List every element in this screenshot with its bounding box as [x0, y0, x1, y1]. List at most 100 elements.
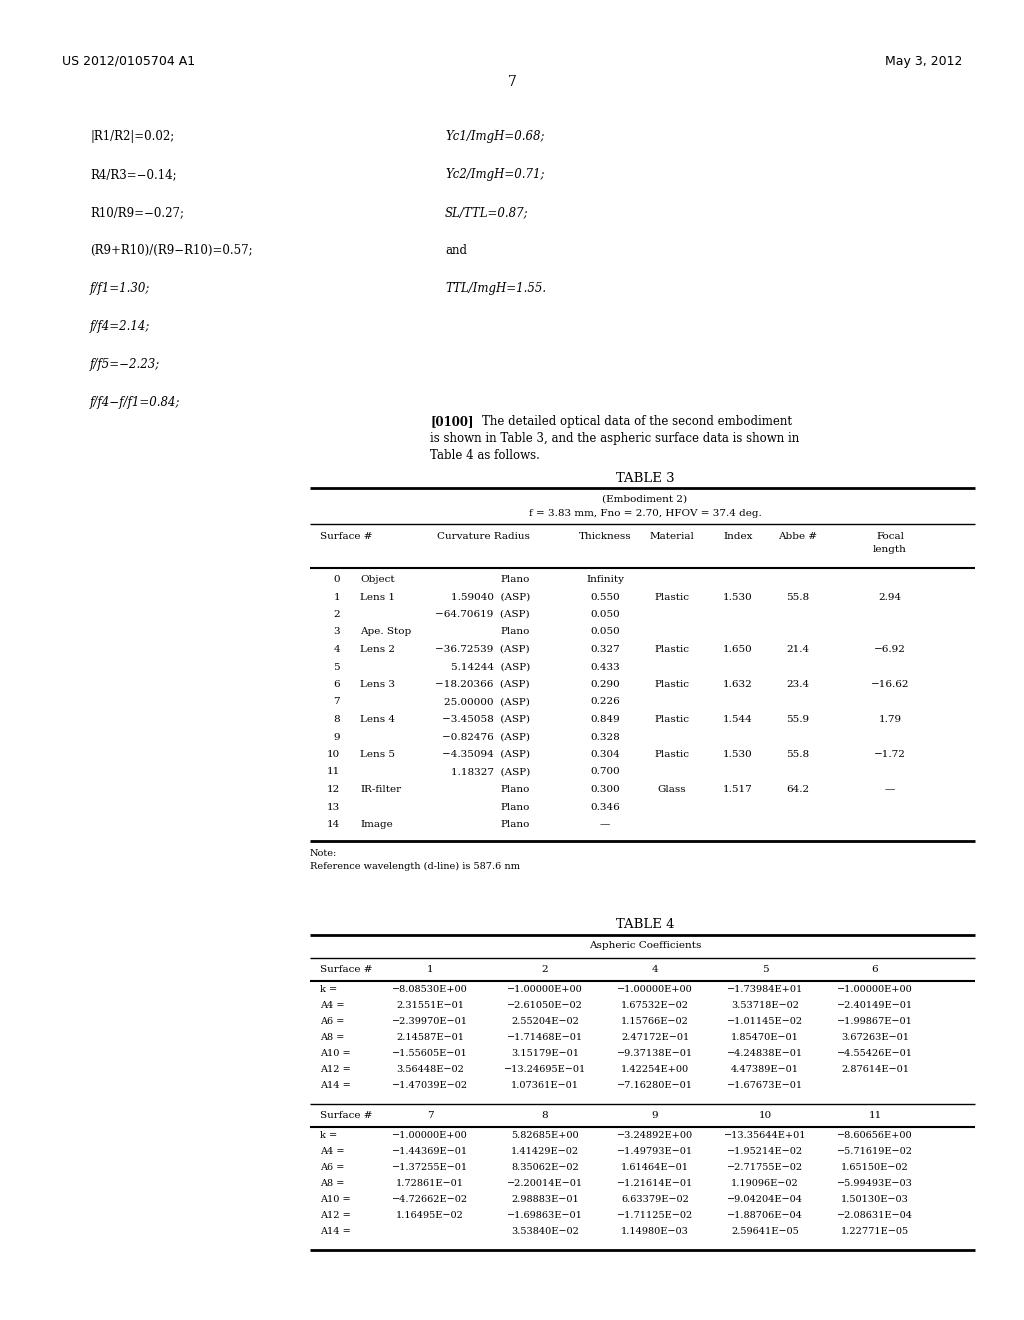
- Text: −8.60656E+00: −8.60656E+00: [838, 1131, 912, 1140]
- Text: 5: 5: [334, 663, 340, 672]
- Text: 1.16495E−02: 1.16495E−02: [396, 1212, 464, 1221]
- Text: 1: 1: [427, 965, 433, 974]
- Text: Plano: Plano: [501, 576, 530, 583]
- Text: 0.346: 0.346: [590, 803, 620, 812]
- Text: 6.63379E−02: 6.63379E−02: [622, 1196, 689, 1204]
- Text: −5.99493E−03: −5.99493E−03: [837, 1180, 913, 1188]
- Text: A10 =: A10 =: [319, 1196, 350, 1204]
- Text: 9: 9: [334, 733, 340, 742]
- Text: −1.67673E−01: −1.67673E−01: [727, 1081, 803, 1090]
- Text: 0.550: 0.550: [590, 593, 620, 602]
- Text: 3.15179E−01: 3.15179E−01: [511, 1049, 579, 1059]
- Text: 6: 6: [871, 965, 879, 974]
- Text: 2.98883E−01: 2.98883E−01: [511, 1196, 579, 1204]
- Text: Yc1/ImgH=0.68;: Yc1/ImgH=0.68;: [445, 129, 545, 143]
- Text: 5.14244  (ASP): 5.14244 (ASP): [451, 663, 530, 672]
- Text: −2.39970E−01: −2.39970E−01: [392, 1018, 468, 1027]
- Text: 55.8: 55.8: [786, 593, 810, 602]
- Text: −13.35644E+01: −13.35644E+01: [724, 1131, 806, 1140]
- Text: 25.00000  (ASP): 25.00000 (ASP): [444, 697, 530, 706]
- Text: 55.9: 55.9: [786, 715, 810, 723]
- Text: Surface #: Surface #: [319, 532, 373, 541]
- Text: 1.18327  (ASP): 1.18327 (ASP): [451, 767, 530, 776]
- Text: A14 =: A14 =: [319, 1081, 351, 1090]
- Text: —: —: [885, 785, 895, 795]
- Text: TTL/ImgH=1.55.: TTL/ImgH=1.55.: [445, 282, 546, 294]
- Text: −2.40149E−01: −2.40149E−01: [837, 1002, 913, 1011]
- Text: 0.304: 0.304: [590, 750, 620, 759]
- Text: −1.99867E−01: −1.99867E−01: [837, 1018, 913, 1027]
- Text: 8: 8: [542, 1110, 548, 1119]
- Text: 1.42254E+00: 1.42254E+00: [621, 1065, 689, 1074]
- Text: 0.050: 0.050: [590, 610, 620, 619]
- Text: 3: 3: [334, 627, 340, 636]
- Text: Abbe #: Abbe #: [778, 532, 817, 541]
- Text: Object: Object: [360, 576, 394, 583]
- Text: 8.35062E−02: 8.35062E−02: [511, 1163, 579, 1172]
- Text: 2.87614E−01: 2.87614E−01: [841, 1065, 909, 1074]
- Text: −7.16280E−01: −7.16280E−01: [617, 1081, 693, 1090]
- Text: Plano: Plano: [501, 627, 530, 636]
- Text: −2.61050E−02: −2.61050E−02: [507, 1002, 583, 1011]
- Text: A6 =: A6 =: [319, 1018, 344, 1027]
- Text: TABLE 4: TABLE 4: [615, 919, 674, 932]
- Text: May 3, 2012: May 3, 2012: [885, 55, 962, 69]
- Text: Infinity: Infinity: [586, 576, 624, 583]
- Text: 1.72861E−01: 1.72861E−01: [396, 1180, 464, 1188]
- Text: 5.82685E+00: 5.82685E+00: [511, 1131, 579, 1140]
- Text: Plastic: Plastic: [654, 645, 689, 653]
- Text: Ape. Stop: Ape. Stop: [360, 627, 412, 636]
- Text: f/f4=2.14;: f/f4=2.14;: [90, 319, 151, 333]
- Text: 2: 2: [334, 610, 340, 619]
- Text: A8 =: A8 =: [319, 1034, 344, 1043]
- Text: 1.41429E−02: 1.41429E−02: [511, 1147, 579, 1156]
- Text: −4.72662E−02: −4.72662E−02: [392, 1196, 468, 1204]
- Text: f/f1=1.30;: f/f1=1.30;: [90, 282, 151, 294]
- Text: 11: 11: [868, 1110, 882, 1119]
- Text: Surface #: Surface #: [319, 1110, 373, 1119]
- Text: A4 =: A4 =: [319, 1002, 344, 1011]
- Text: A12 =: A12 =: [319, 1065, 351, 1074]
- Text: −1.00000E+00: −1.00000E+00: [617, 986, 693, 994]
- Text: 1.15766E−02: 1.15766E−02: [622, 1018, 689, 1027]
- Text: f/f4−f/f1=0.84;: f/f4−f/f1=0.84;: [90, 396, 180, 409]
- Text: 12: 12: [327, 785, 340, 795]
- Text: 1.61464E−01: 1.61464E−01: [621, 1163, 689, 1172]
- Text: 1.517: 1.517: [723, 785, 753, 795]
- Text: length: length: [873, 545, 907, 554]
- Text: 1.07361E−01: 1.07361E−01: [511, 1081, 579, 1090]
- Text: 1.79: 1.79: [879, 715, 901, 723]
- Text: Plastic: Plastic: [654, 680, 689, 689]
- Text: 11: 11: [327, 767, 340, 776]
- Text: A10 =: A10 =: [319, 1049, 350, 1059]
- Text: Plano: Plano: [501, 785, 530, 795]
- Text: 4: 4: [334, 645, 340, 653]
- Text: Plastic: Plastic: [654, 750, 689, 759]
- Text: Lens 4: Lens 4: [360, 715, 395, 723]
- Text: 55.8: 55.8: [786, 750, 810, 759]
- Text: −0.82476  (ASP): −0.82476 (ASP): [442, 733, 530, 742]
- Text: −1.21614E−01: −1.21614E−01: [616, 1180, 693, 1188]
- Text: −2.71755E−02: −2.71755E−02: [727, 1163, 803, 1172]
- Text: Material: Material: [649, 532, 694, 541]
- Text: 1.65150E−02: 1.65150E−02: [841, 1163, 909, 1172]
- Text: −2.08631E−04: −2.08631E−04: [837, 1212, 913, 1221]
- Text: 0: 0: [334, 576, 340, 583]
- Text: 1.530: 1.530: [723, 593, 753, 602]
- Text: (Embodiment 2): (Embodiment 2): [602, 495, 687, 504]
- Text: −1.47039E−02: −1.47039E−02: [392, 1081, 468, 1090]
- Text: −18.20366  (ASP): −18.20366 (ASP): [435, 680, 530, 689]
- Text: R4/R3=−0.14;: R4/R3=−0.14;: [90, 168, 176, 181]
- Text: −36.72539  (ASP): −36.72539 (ASP): [435, 645, 530, 653]
- Text: —: —: [600, 820, 610, 829]
- Text: 1.650: 1.650: [723, 645, 753, 653]
- Text: 1: 1: [334, 593, 340, 602]
- Text: TABLE 3: TABLE 3: [615, 473, 675, 484]
- Text: −1.49793E−01: −1.49793E−01: [616, 1147, 693, 1156]
- Text: 1.59040  (ASP): 1.59040 (ASP): [451, 593, 530, 602]
- Text: −1.71125E−02: −1.71125E−02: [616, 1212, 693, 1221]
- Text: Aspheric Coefficients: Aspheric Coefficients: [589, 941, 701, 950]
- Text: f/f5=−2.23;: f/f5=−2.23;: [90, 358, 160, 371]
- Text: 1.544: 1.544: [723, 715, 753, 723]
- Text: 7: 7: [508, 75, 516, 88]
